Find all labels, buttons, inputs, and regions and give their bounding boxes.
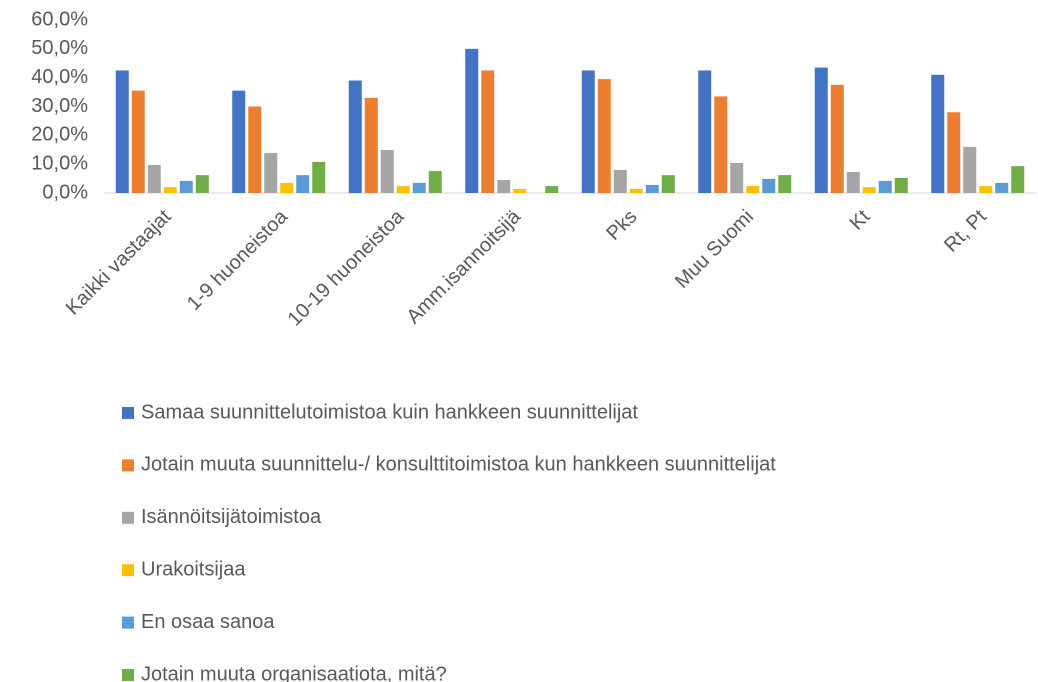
bar	[396, 186, 410, 193]
bar	[380, 150, 394, 193]
bar	[645, 184, 659, 193]
x-tick-label: 1-9 huoneistoa	[183, 205, 293, 315]
x-tick-label: Pks	[602, 206, 641, 245]
bar	[1011, 166, 1025, 193]
legend-swatch	[122, 669, 134, 681]
bar	[629, 188, 643, 193]
bar	[714, 96, 728, 193]
bar	[979, 186, 993, 193]
bar	[348, 80, 362, 193]
y-tick-label: 10,0%	[31, 152, 88, 174]
bar	[581, 70, 595, 193]
bar	[428, 171, 442, 193]
bar	[497, 180, 511, 193]
legend-label: Urakoitsijaa	[141, 558, 246, 580]
y-tick-label: 40,0%	[31, 66, 88, 88]
bar	[195, 175, 209, 193]
bar	[878, 180, 892, 193]
bar	[963, 146, 977, 193]
bar	[280, 182, 294, 193]
bar	[862, 187, 876, 193]
bar	[846, 171, 860, 193]
bar	[995, 182, 1009, 193]
bar	[814, 67, 828, 193]
legend-swatch	[122, 459, 134, 472]
bar	[830, 84, 844, 193]
bar	[931, 74, 945, 193]
legend-swatch	[122, 407, 134, 419]
bar	[947, 112, 961, 193]
bar	[232, 90, 246, 193]
x-tick-label: Kaikki vastaajat	[62, 205, 176, 319]
bar	[147, 165, 161, 193]
x-tick-label: Muu Suomi	[671, 206, 758, 293]
legend-label: En osaa sanoa	[141, 611, 275, 633]
bar	[481, 70, 495, 193]
legend-label: Samaa suunnittelutoimistoa kuin hankkeen…	[141, 401, 638, 423]
bar	[248, 106, 262, 193]
y-tick-label: 50,0%	[31, 37, 88, 59]
bar	[513, 188, 527, 193]
legend-label: Jotain muuta suunnittelu-/ konsulttitoim…	[141, 454, 776, 476]
y-tick-label: 0,0%	[42, 181, 88, 203]
bar	[545, 186, 559, 193]
bar	[296, 175, 310, 193]
bar	[115, 70, 129, 193]
bar	[364, 97, 378, 193]
legend-swatch	[122, 564, 134, 577]
legend-swatch	[122, 616, 134, 629]
bar	[131, 90, 145, 193]
x-tick-label: Kt	[846, 205, 875, 234]
y-tick-label: 30,0%	[31, 95, 88, 117]
bar	[762, 178, 776, 193]
bar	[163, 187, 177, 193]
bar	[597, 79, 611, 193]
bar	[465, 48, 479, 194]
x-tick-label: Rt, Pt	[940, 205, 991, 256]
legend-label: Jotain muuta organisaatiota, mitä?	[141, 663, 447, 682]
bar	[312, 161, 326, 193]
y-tick-label: 20,0%	[31, 124, 88, 146]
bar	[746, 186, 760, 193]
bar	[412, 182, 426, 193]
bar	[661, 175, 675, 193]
bar	[894, 178, 908, 193]
bar	[730, 163, 744, 193]
bar	[264, 152, 278, 193]
bar	[778, 175, 792, 193]
y-tick-label: 60,0%	[31, 8, 88, 30]
bar	[698, 70, 712, 193]
bar	[613, 169, 627, 193]
legend-label: Isännöitsijätoimistoa	[141, 506, 322, 528]
x-tick-label: Amm.isannoitsijä	[403, 205, 526, 328]
x-tick-label: 10-19 huoneistoa	[284, 205, 409, 330]
legend-swatch	[122, 511, 134, 524]
bar	[179, 180, 193, 193]
